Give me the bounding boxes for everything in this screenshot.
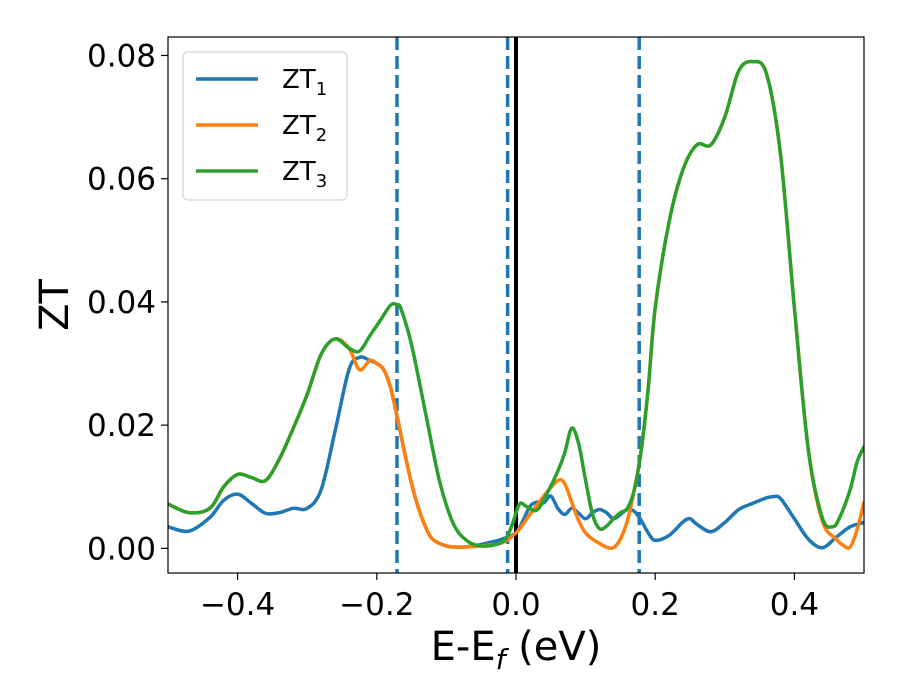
y-tick-label: 0.04 xyxy=(87,285,156,321)
legend-label: ZT2 xyxy=(282,111,327,146)
y-tick-label: 0.02 xyxy=(87,408,156,444)
x-tick-label: 0.0 xyxy=(491,587,540,623)
x-axis-ticks: −0.4 −0.2 0.0 0.2 0.4 xyxy=(200,573,819,623)
x-tick-label: 0.2 xyxy=(631,587,680,623)
x-tick-label: −0.2 xyxy=(339,587,414,623)
series-line-3 xyxy=(168,59,864,548)
x-tick-label: −0.4 xyxy=(200,587,275,623)
series-layer xyxy=(168,59,864,551)
y-axis-label: ZT xyxy=(32,279,78,331)
legend-entry-1: ZT1 xyxy=(196,65,327,100)
vertical-reference-lines xyxy=(395,37,641,573)
x-axis-label: E-Ef (eV) xyxy=(431,624,602,676)
y-tick-label: 0.06 xyxy=(87,162,156,198)
legend-label: ZT3 xyxy=(282,157,327,192)
legend-label: ZT1 xyxy=(282,65,327,100)
y-tick-label: 0.00 xyxy=(87,531,156,567)
x-tick-label: 0.4 xyxy=(770,587,819,623)
legend-box xyxy=(182,51,348,201)
legend-entry-2: ZT2 xyxy=(196,111,327,146)
y-tick-label: 0.08 xyxy=(87,38,156,74)
legend: ZT1 ZT2 ZT3 xyxy=(182,51,348,201)
legend-entry-3: ZT3 xyxy=(196,157,327,192)
y-axis-ticks: 0.00 0.02 0.04 0.06 0.08 xyxy=(87,38,168,567)
